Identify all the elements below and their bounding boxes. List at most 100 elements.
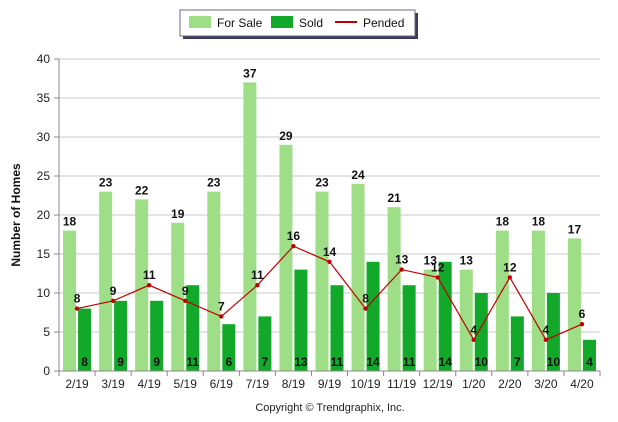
for-sale-value-label: 29 xyxy=(279,129,293,143)
for-sale-bar xyxy=(315,191,329,371)
pended-point xyxy=(543,337,549,342)
for-sale-value-label: 13 xyxy=(460,254,474,268)
for-sale-bar xyxy=(243,82,257,372)
x-tick-label: 3/20 xyxy=(534,377,558,391)
sold-bar xyxy=(114,300,128,371)
for-sale-value-label: 23 xyxy=(99,176,113,190)
pended-point xyxy=(579,322,585,327)
y-tick-label: 25 xyxy=(37,169,51,183)
x-tick-label: 12/19 xyxy=(423,377,453,391)
sold-bar xyxy=(582,339,596,371)
y-tick-label: 30 xyxy=(37,130,51,144)
pended-value-label: 14 xyxy=(323,245,337,259)
legend-box xyxy=(179,9,416,37)
pended-value-label: 12 xyxy=(503,260,517,274)
legend-swatch-for-sale xyxy=(189,16,211,28)
for-sale-value-label: 23 xyxy=(315,176,329,190)
sold-bar xyxy=(330,285,344,371)
legend-label-pended: Pended xyxy=(363,16,404,30)
sold-value-label: 13 xyxy=(294,355,308,369)
sold-value-label: 9 xyxy=(117,355,124,369)
for-sale-bar xyxy=(207,191,221,371)
for-sale-value-label: 37 xyxy=(243,66,257,80)
pended-point xyxy=(363,306,368,311)
for-sale-bar xyxy=(387,207,401,371)
y-tick-label: 5 xyxy=(43,325,50,339)
for-sale-value-label: 18 xyxy=(496,215,510,229)
y-tick-label: 40 xyxy=(37,52,51,66)
pended-point xyxy=(219,314,224,319)
sold-value-label: 10 xyxy=(547,355,561,369)
pended-value-label: 4 xyxy=(543,323,550,337)
for-sale-value-label: 18 xyxy=(63,215,77,229)
sold-value-label: 9 xyxy=(153,355,160,369)
x-tick-label: 9/19 xyxy=(318,377,342,391)
for-sale-value-label: 13 xyxy=(424,254,438,268)
y-tick-label: 35 xyxy=(37,91,51,105)
y-tick-label: 10 xyxy=(37,286,51,300)
x-tick-label: 6/19 xyxy=(210,377,234,391)
sold-bar xyxy=(510,316,524,371)
pended-value-label: 8 xyxy=(362,292,369,306)
sold-value-label: 14 xyxy=(439,355,453,369)
for-sale-bar xyxy=(171,222,185,371)
for-sale-value-label: 17 xyxy=(568,222,582,236)
for-sale-value-label: 24 xyxy=(351,168,365,182)
x-tick-label: 8/19 xyxy=(282,377,306,391)
pended-point xyxy=(146,283,152,288)
bars: 18 8 23 9 22 9 19 11 23 6 37 7 29 13 23 11 24 14 21 11 13 14 1… xyxy=(63,66,596,372)
sold-bar xyxy=(402,285,416,371)
sold-bar xyxy=(474,293,488,371)
pended-point xyxy=(435,275,440,280)
sold-value-label: 11 xyxy=(186,355,199,369)
pended-point xyxy=(327,259,332,264)
sold-value-label: 8 xyxy=(81,355,88,369)
x-tick-label: 2/20 xyxy=(498,377,522,391)
pended-point xyxy=(471,337,476,342)
x-tick-label: 4/20 xyxy=(570,377,594,391)
legend-swatch-sold xyxy=(271,16,293,28)
pended-value-label: 13 xyxy=(395,253,409,267)
pended-value-label: 6 xyxy=(579,307,586,321)
sold-value-label: 10 xyxy=(475,355,489,369)
for-sale-bar xyxy=(423,269,437,371)
sold-bar xyxy=(438,261,452,371)
legend-label-for-sale: For Sale xyxy=(217,16,263,30)
for-sale-bar xyxy=(531,230,545,371)
pended-value-label: 4 xyxy=(470,323,477,337)
for-sale-bar xyxy=(459,269,473,371)
for-sale-value-label: 22 xyxy=(135,183,149,197)
for-sale-bar xyxy=(495,230,509,371)
pended-value-label: 11 xyxy=(251,268,264,282)
for-sale-bar xyxy=(351,183,365,371)
pended-point xyxy=(183,298,188,303)
pended-value-label: 8 xyxy=(74,292,81,306)
gridlines xyxy=(59,58,600,333)
pended-value-label: 9 xyxy=(182,284,189,298)
for-sale-value-label: 23 xyxy=(207,176,221,190)
pended-point xyxy=(74,306,80,311)
axes xyxy=(58,59,600,372)
sold-bar xyxy=(186,285,200,371)
for-sale-value-label: 21 xyxy=(387,191,401,205)
copyright-text: Copyright © Trendgraphix, Inc. xyxy=(255,402,404,414)
pended-point xyxy=(255,283,260,288)
for-sale-value-label: 19 xyxy=(171,207,185,221)
pended-point xyxy=(507,275,513,280)
for-sale-bar xyxy=(99,191,113,371)
sold-value-label: 7 xyxy=(262,355,269,369)
for-sale-bar xyxy=(567,238,581,371)
sold-value-label: 6 xyxy=(225,355,232,369)
y-axis-ticks: 0 5 10 15 20 25 30 35 40 xyxy=(37,52,59,378)
x-tick-label: 11/19 xyxy=(387,377,416,391)
sold-bar xyxy=(222,324,236,371)
sold-value-label: 11 xyxy=(403,355,416,369)
x-tick-label: 1/20 xyxy=(462,377,486,391)
y-tick-label: 0 xyxy=(43,364,50,378)
for-sale-bar xyxy=(279,144,293,371)
sold-value-label: 7 xyxy=(514,355,521,369)
x-tick-label: 4/19 xyxy=(137,377,161,391)
